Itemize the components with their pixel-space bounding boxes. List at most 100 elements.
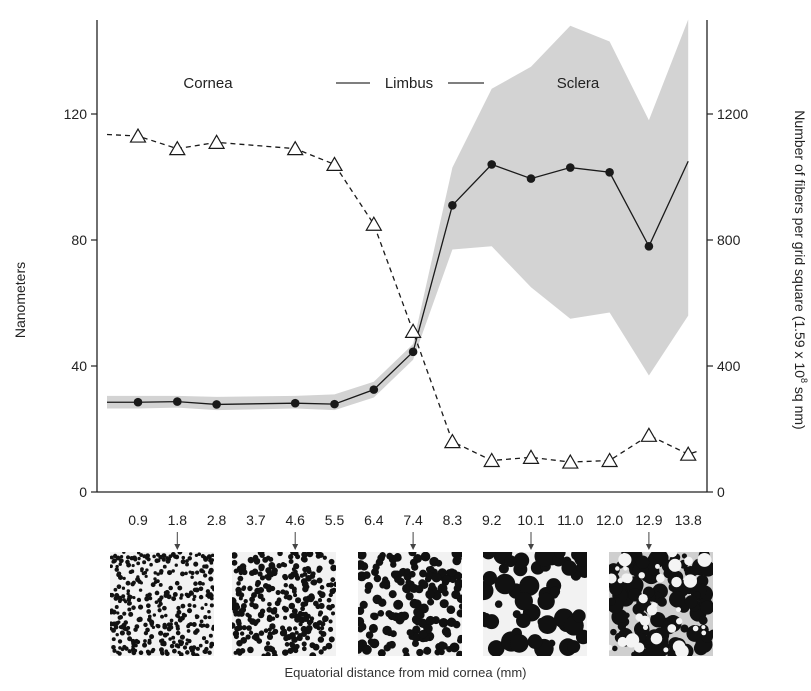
micrograph-fiber xyxy=(154,600,159,604)
micrograph-fiber xyxy=(194,653,200,656)
micrograph-fiber xyxy=(538,615,557,635)
data-point-fiber-count xyxy=(483,452,501,468)
region-label-limbus: Limbus xyxy=(385,75,433,92)
micrograph-fiber xyxy=(512,610,521,619)
micrograph-fiber xyxy=(370,612,377,620)
micrograph-fiber xyxy=(201,636,207,641)
micrograph-fiber xyxy=(112,558,117,564)
micrograph-fiber xyxy=(162,605,167,611)
micrograph-fiber xyxy=(157,597,163,603)
micrograph-fiber xyxy=(192,597,196,602)
micrograph-gap xyxy=(676,618,683,625)
micrograph-fiber xyxy=(197,580,203,586)
micrograph-fiber xyxy=(176,605,181,611)
micrograph-fiber xyxy=(295,554,301,560)
micrograph-fiber xyxy=(246,625,252,631)
micrograph-fiber xyxy=(293,647,299,654)
micrograph-fiber xyxy=(306,613,311,619)
micrograph-gap xyxy=(667,552,678,558)
micrograph-fiber xyxy=(365,631,374,639)
micrograph-fiber xyxy=(151,625,156,630)
x-tick-label: 10.1 xyxy=(517,512,544,528)
micrograph-fiber xyxy=(449,575,457,584)
micrograph-fiber xyxy=(114,567,119,572)
micrograph-fiber xyxy=(282,562,288,568)
micrograph-fiber xyxy=(435,559,443,567)
micrograph-fiber xyxy=(483,570,498,586)
micrograph-fiber xyxy=(258,565,265,572)
micrograph-fiber xyxy=(191,622,197,628)
micrograph-fiber xyxy=(174,554,180,560)
micrograph-fiber xyxy=(431,572,442,583)
micrograph-fiber xyxy=(415,584,424,594)
micrograph-fiber xyxy=(443,630,452,638)
micrograph-fiber xyxy=(147,617,152,623)
micrograph-fiber xyxy=(125,559,130,565)
micrograph-gap xyxy=(668,558,682,572)
micrograph-fiber xyxy=(549,586,561,597)
micrograph-fiber xyxy=(162,632,168,638)
micrograph-fiber xyxy=(140,569,144,573)
micrograph-fiber xyxy=(700,600,713,615)
micrograph-fiber xyxy=(680,624,689,633)
micrograph-fiber xyxy=(405,592,414,601)
micrograph-fiber xyxy=(171,635,176,640)
x-tick-label: 12.9 xyxy=(635,512,662,528)
micrograph-fiber xyxy=(483,552,496,560)
micrograph-fiber xyxy=(255,579,262,586)
data-point-fiber-count xyxy=(561,453,579,469)
micrograph-fiber xyxy=(317,620,323,626)
micrograph-fiber xyxy=(204,623,210,629)
micrograph-fiber xyxy=(264,645,271,652)
data-point-fiber-count xyxy=(640,427,658,442)
micrograph-fiber xyxy=(162,624,168,630)
micrograph-fiber xyxy=(179,640,185,645)
micrograph-fiber xyxy=(232,630,240,637)
micrograph-fiber xyxy=(144,574,148,578)
micrograph-fiber xyxy=(513,552,530,569)
micrograph-fiber xyxy=(185,559,189,563)
micrograph-gap xyxy=(673,580,679,586)
micrograph-fiber xyxy=(684,595,698,609)
micrograph-fiber xyxy=(358,646,363,654)
micrograph-fiber xyxy=(130,638,136,644)
micrograph-fiber xyxy=(303,601,309,607)
micrograph-fiber xyxy=(127,636,133,642)
micrograph-fiber xyxy=(142,560,147,565)
micrograph-fiber xyxy=(483,581,494,601)
micrograph-fiber xyxy=(138,650,144,656)
micrograph-fiber xyxy=(195,570,200,575)
series-line-fiber-count xyxy=(106,133,699,463)
micrograph-gap xyxy=(692,625,699,632)
micrograph-fiber xyxy=(167,570,173,576)
error-band xyxy=(107,19,689,411)
micrograph-fiber xyxy=(126,591,130,596)
micrograph-fiber xyxy=(152,613,157,617)
micrograph-fiber xyxy=(268,556,274,562)
data-point-fiber-count xyxy=(601,452,619,468)
y-tick-label-right: 0 xyxy=(717,484,725,500)
micrograph-fiber xyxy=(204,564,209,569)
micrograph-fiber xyxy=(305,574,312,582)
micrograph-fiber xyxy=(236,624,243,631)
micrograph-fiber xyxy=(128,570,133,574)
micrograph-fiber xyxy=(195,646,200,651)
micrograph-fiber xyxy=(265,641,271,646)
micrograph-fiber xyxy=(615,610,628,623)
micrograph-fiber xyxy=(416,610,425,620)
micrograph-fiber xyxy=(302,566,308,573)
micrograph-fiber xyxy=(442,575,451,584)
micrograph-fiber xyxy=(116,584,122,589)
micrograph-fiber xyxy=(148,596,153,601)
micrograph-fiber xyxy=(180,571,185,577)
micrograph-gap xyxy=(638,593,648,604)
micrograph-fiber xyxy=(609,582,623,596)
micrograph-fiber xyxy=(267,601,272,607)
micrograph-fiber xyxy=(317,598,323,603)
micrograph-fiber xyxy=(364,587,372,594)
micrograph-fiber xyxy=(135,639,141,645)
micrograph-arrow-head xyxy=(292,544,299,550)
micrograph-fiber xyxy=(275,590,281,596)
micrograph-fiber xyxy=(293,626,298,631)
micrograph-fiber xyxy=(185,650,190,655)
